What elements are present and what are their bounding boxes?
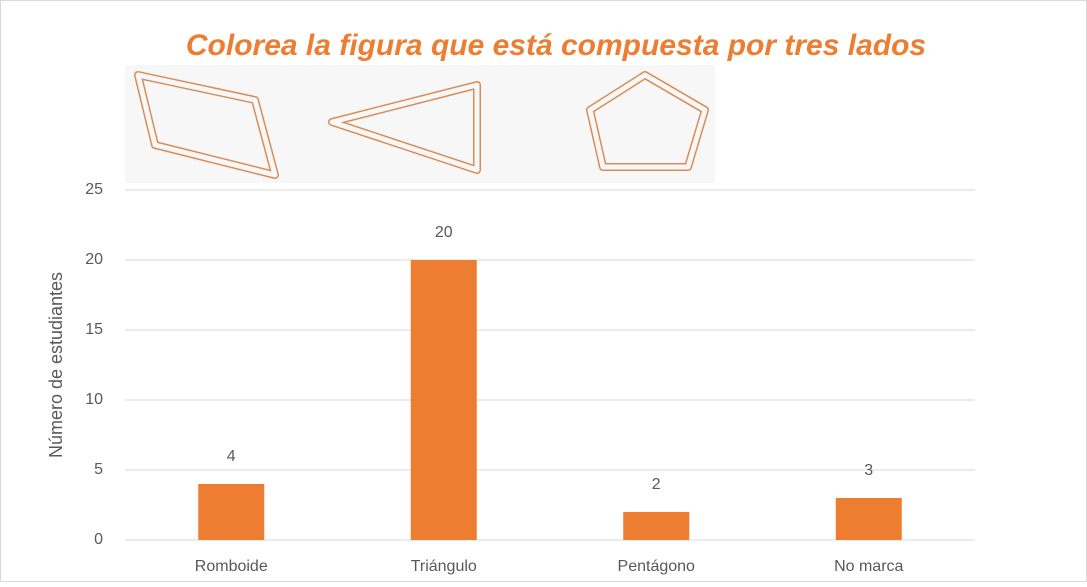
y-tick-label: 0 bbox=[94, 531, 103, 548]
x-tick-label: Pentágono bbox=[618, 558, 696, 575]
y-tick-label: 10 bbox=[85, 391, 103, 408]
chart-title: Colorea la figura que está compuesta por… bbox=[186, 29, 926, 62]
shape-illustrations bbox=[125, 65, 715, 183]
bar bbox=[198, 484, 264, 540]
data-label: 20 bbox=[435, 224, 453, 241]
chart: Colorea la figura que está compuesta por… bbox=[0, 0, 1087, 582]
x-tick-label: Triángulo bbox=[411, 558, 477, 575]
bar bbox=[623, 512, 689, 540]
x-tick-label: No marca bbox=[834, 558, 903, 575]
y-tick-label: 15 bbox=[85, 321, 103, 338]
y-tick-label: 20 bbox=[85, 251, 103, 268]
y-tick-label: 25 bbox=[85, 181, 103, 198]
data-label: 4 bbox=[227, 448, 236, 465]
y-tick-label: 5 bbox=[94, 461, 103, 478]
data-label: 2 bbox=[652, 476, 661, 493]
bar bbox=[836, 498, 902, 540]
x-tick-label: Romboide bbox=[195, 558, 268, 575]
y-axis-label: Número de estudiantes bbox=[46, 272, 66, 458]
bar bbox=[411, 260, 477, 540]
data-label: 3 bbox=[864, 462, 873, 479]
